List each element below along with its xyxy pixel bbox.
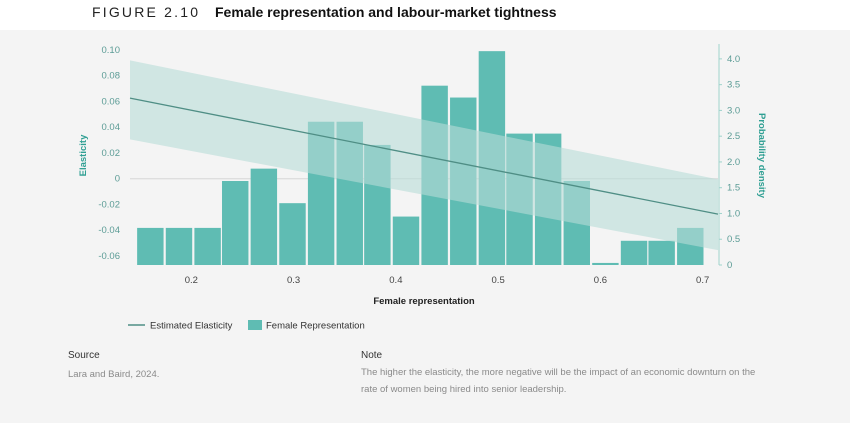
y-left-axis-title: Elasticity — [78, 134, 89, 176]
confidence-band — [130, 60, 718, 251]
legend-label-elasticity: Estimated Elasticity — [150, 321, 233, 332]
note-heading: Note — [361, 350, 383, 361]
y-left-tick-label: 0.04 — [102, 122, 121, 133]
histogram-bar — [194, 227, 221, 265]
note-line-1: The higher the elasticity, the more nega… — [361, 367, 756, 378]
figure-header: FIGURE 2.10 Female representation and la… — [0, 0, 850, 30]
source-text: Lara and Baird, 2024. — [68, 369, 160, 380]
figure-title: Female representation and labour-market … — [215, 4, 557, 20]
histogram-bar — [165, 227, 193, 265]
elasticity-line — [129, 97, 719, 215]
x-tick-label: 0.7 — [696, 275, 709, 286]
plot-area: 0.10 0.08 0.06 0.04 0.02 0 -0.02 -0.04 -0.06 4.0 3… — [78, 44, 767, 332]
note-line-2: rate of women being hired into senior le… — [361, 384, 567, 395]
figure-label: FIGURE 2.10 — [92, 4, 201, 20]
histogram-bar — [392, 216, 420, 265]
x-tick-label: 0.4 — [389, 275, 402, 286]
y-left-tick-label: 0.06 — [102, 96, 121, 107]
y-right-tick-label: 3.5 — [727, 80, 740, 91]
y-right-tick-label: 3.0 — [727, 105, 740, 116]
x-tick-label: 0.3 — [287, 275, 300, 286]
note-text: The higher the elasticity, the more nega… — [361, 364, 755, 398]
y-left-tick-label: 0.10 — [102, 45, 121, 56]
y-left-tick-label: -0.06 — [98, 251, 120, 262]
histogram-bar — [620, 240, 648, 265]
x-axis-title: Female representation — [373, 296, 475, 307]
histogram-bar — [648, 240, 675, 265]
y-right-tick-label: 4.0 — [727, 54, 740, 65]
y-right-tick-label: 2.5 — [727, 131, 740, 142]
y-right-tick-label: 1.0 — [727, 208, 740, 219]
x-tick-label: 0.2 — [185, 275, 198, 286]
y-left-tick-label: 0.02 — [102, 148, 121, 159]
y-left-tick-label: -0.04 — [98, 225, 120, 236]
histogram-bar — [222, 181, 249, 265]
histogram-bar — [279, 203, 306, 265]
legend-label-representation: Female Representation — [266, 321, 365, 332]
legend-bar-swatch — [248, 320, 262, 330]
y-right-tick-label: 1.5 — [727, 183, 740, 194]
figure-panel: 0.10 0.08 0.06 0.04 0.02 0 -0.02 -0.04 -0.06 4.0 3… — [0, 30, 850, 423]
y-right-tick-label: 2.0 — [727, 157, 740, 168]
y-right-tick-label: 0 — [727, 260, 732, 271]
y-left-tick-label: 0.08 — [102, 71, 121, 82]
y-right-tick-label: 0.5 — [727, 234, 740, 245]
y-left-tick-label: 0 — [115, 174, 120, 185]
x-tick-label: 0.6 — [594, 275, 607, 286]
histogram-bar — [250, 168, 278, 265]
histogram-bar — [137, 227, 164, 265]
y-left-tick-label: -0.02 — [98, 199, 120, 210]
histogram-bar — [592, 262, 619, 265]
source-heading: Source — [68, 350, 100, 361]
x-tick-label: 0.5 — [492, 275, 505, 286]
y-right-axis-title: Probability density — [756, 113, 767, 199]
chart-svg: 0.10 0.08 0.06 0.04 0.02 0 -0.02 -0.04 -0.06 4.0 3… — [78, 44, 767, 332]
